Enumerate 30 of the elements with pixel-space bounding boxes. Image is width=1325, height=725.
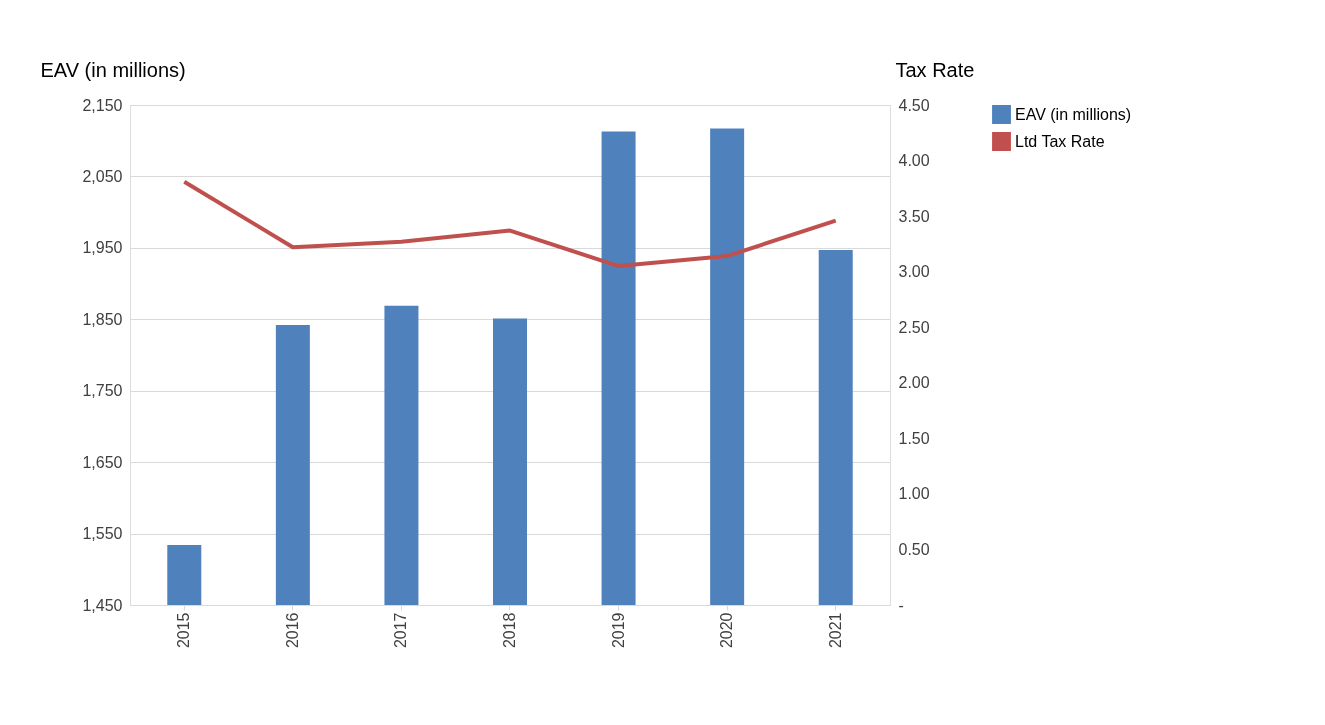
legend-label: EAV (in millions) bbox=[1015, 105, 1132, 123]
y-tick-label: 1,450 bbox=[82, 596, 123, 614]
y-tick-label: 2,050 bbox=[82, 167, 123, 185]
x-tick-label: 2019 bbox=[609, 612, 627, 649]
y-tick-label: 2,150 bbox=[82, 96, 123, 114]
y-tick-label: 1,550 bbox=[82, 525, 123, 543]
y2-tick-label: 2.00 bbox=[898, 374, 930, 392]
y2-tick-label: 4.00 bbox=[898, 152, 930, 170]
y2-tick-label: 1.50 bbox=[898, 429, 930, 447]
legend-label: Ltd Tax Rate bbox=[1015, 132, 1105, 150]
y2-tick-label: - bbox=[898, 596, 904, 614]
y-tick-label: 1,950 bbox=[82, 239, 123, 257]
x-tick-label: 2017 bbox=[392, 612, 410, 649]
y-tick-label: 1,650 bbox=[82, 453, 123, 471]
y2-tick-label: 3.00 bbox=[898, 263, 930, 281]
y2-tick-label: 3.50 bbox=[898, 207, 930, 225]
y-axis-title: EAV (in millions) bbox=[40, 58, 186, 81]
x-tick-label: 2018 bbox=[501, 612, 518, 649]
y-tick-label: 1,750 bbox=[82, 382, 123, 400]
x-tick-label: 2015 bbox=[175, 612, 193, 649]
y2-axis-title: Tax Rate bbox=[895, 58, 975, 81]
y2-tick-label: 0.50 bbox=[898, 540, 930, 558]
line-series bbox=[182, 179, 838, 269]
x-tick-label: 2020 bbox=[718, 612, 736, 649]
y2-tick-label: 2.50 bbox=[898, 318, 930, 336]
x-tick-label: 2021 bbox=[826, 612, 844, 649]
y2-tick-label: 4.50 bbox=[898, 96, 930, 114]
y-tick-label: 1,850 bbox=[82, 310, 123, 328]
y2-tick-label: 1.00 bbox=[898, 485, 930, 503]
x-tick-label: 2016 bbox=[283, 612, 301, 649]
